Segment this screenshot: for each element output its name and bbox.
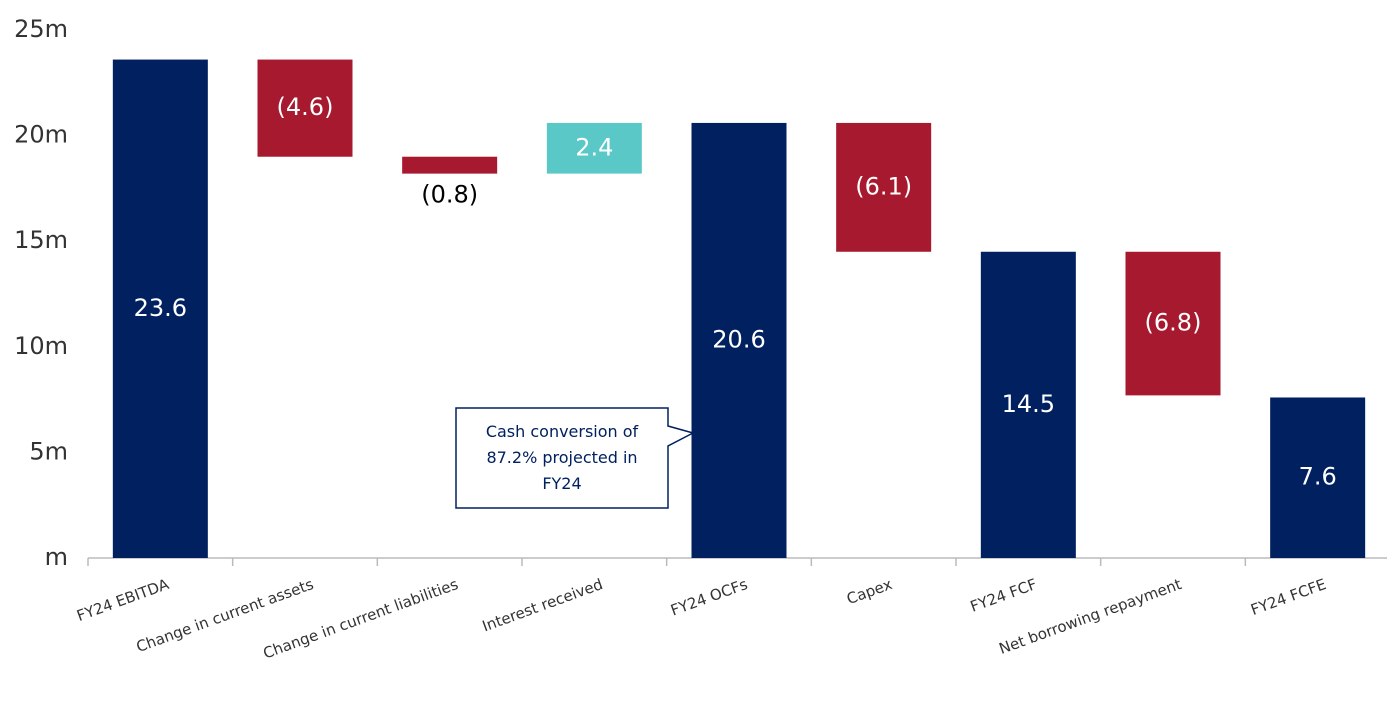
y-tick-label: 25m bbox=[14, 15, 68, 43]
x-tick-label: FY24 EBITDA bbox=[74, 575, 172, 625]
callout-box bbox=[455, 407, 696, 509]
bar bbox=[257, 59, 353, 157]
data-label: 7.6 bbox=[1299, 463, 1337, 491]
bar bbox=[1125, 251, 1221, 396]
bar bbox=[402, 156, 498, 174]
y-tick-label: 10m bbox=[14, 332, 68, 360]
data-label: (0.8) bbox=[421, 181, 478, 209]
data-label: 20.6 bbox=[712, 325, 765, 353]
bar bbox=[691, 122, 787, 558]
y-tick-label: 20m bbox=[14, 121, 68, 149]
x-tick-label: FY24 OCFs bbox=[668, 575, 750, 619]
x-tick-label: FY24 FCF bbox=[968, 575, 1039, 616]
bar bbox=[546, 122, 642, 174]
data-label: (4.6) bbox=[277, 93, 334, 121]
bar bbox=[1270, 397, 1366, 558]
data-label: (6.1) bbox=[855, 172, 912, 200]
x-tick-label: FY24 FCFE bbox=[1248, 575, 1328, 619]
bar bbox=[112, 59, 208, 559]
data-label: (6.8) bbox=[1145, 309, 1202, 337]
data-label: 2.4 bbox=[575, 133, 613, 161]
x-tick-label: Interest received bbox=[480, 575, 605, 635]
bar bbox=[836, 122, 932, 252]
y-tick-label: m bbox=[45, 543, 68, 571]
y-tick-label: 15m bbox=[14, 226, 68, 254]
annotation: Cash conversion of 87.2% projected in FY… bbox=[485, 422, 639, 493]
x-tick-label: Capex bbox=[844, 575, 894, 608]
data-label: 23.6 bbox=[134, 294, 187, 322]
bar bbox=[980, 251, 1076, 558]
callout: Cash conversion of 87.2% projected in FY… bbox=[485, 422, 639, 493]
data-label: 14.5 bbox=[1002, 390, 1055, 418]
y-tick-label: 5m bbox=[29, 437, 68, 465]
